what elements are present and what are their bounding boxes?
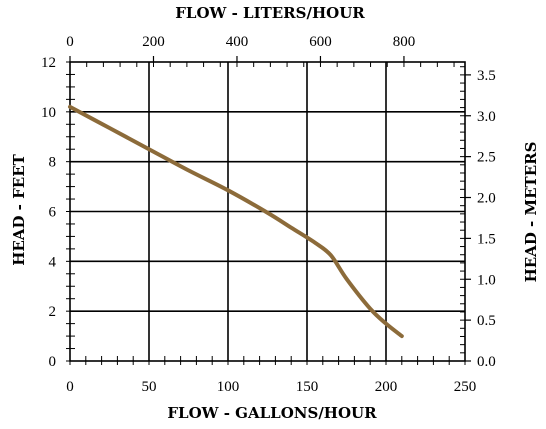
- x-tick-label: 50: [142, 379, 157, 395]
- y-tick-label: 0: [49, 354, 57, 370]
- y2-tick-label: 3.0: [477, 109, 496, 125]
- y2-tick-label: 0.0: [477, 354, 496, 370]
- y-tick-label: 2: [49, 304, 57, 320]
- x2-axis-title: FLOW - LITERS/HOUR: [175, 4, 365, 22]
- y-tick-label: 4: [49, 254, 57, 270]
- y2-tick-label: 0.5: [477, 313, 496, 329]
- x2-tick-label: 800: [393, 34, 416, 50]
- y2-tick-label: 1.0: [477, 272, 496, 288]
- y2-axis-title: HEAD - METERS: [522, 142, 540, 283]
- y-tick-label: 6: [49, 205, 57, 221]
- x-tick-label: 150: [296, 379, 319, 395]
- y-axis-title: HEAD - FEET: [10, 153, 28, 265]
- x2-tick-label: 200: [142, 34, 165, 50]
- y-tick-label: 8: [49, 155, 57, 171]
- minor-ticks: [66, 56, 471, 365]
- x-axis-title: FLOW - GALLONS/HOUR: [167, 404, 377, 422]
- x2-tick-label: 600: [309, 34, 332, 50]
- y-tick-label: 12: [41, 55, 56, 71]
- y2-tick-label: 3.5: [477, 68, 496, 84]
- x-tick-label: 0: [66, 379, 74, 395]
- x-tick-label: 250: [454, 379, 477, 395]
- x-tick-label: 200: [375, 379, 398, 395]
- x2-tick-label: 400: [226, 34, 249, 50]
- y2-tick-label: 1.5: [477, 231, 496, 247]
- y2-tick-label: 2.5: [477, 150, 496, 166]
- series-line-head-vs-flow: [68, 104, 404, 339]
- tick-labels: 0 50 100 150 200 250 0 2 4 6 8 10 12 0 200 400 600 800 0.0…: [41, 34, 496, 395]
- x-tick-label: 100: [217, 379, 240, 395]
- grid: [70, 62, 465, 361]
- y2-tick-label: 2.0: [477, 191, 496, 207]
- y-tick-label: 10: [41, 105, 56, 121]
- x2-tick-label: 0: [66, 34, 74, 50]
- plot-frame: [69, 61, 466, 362]
